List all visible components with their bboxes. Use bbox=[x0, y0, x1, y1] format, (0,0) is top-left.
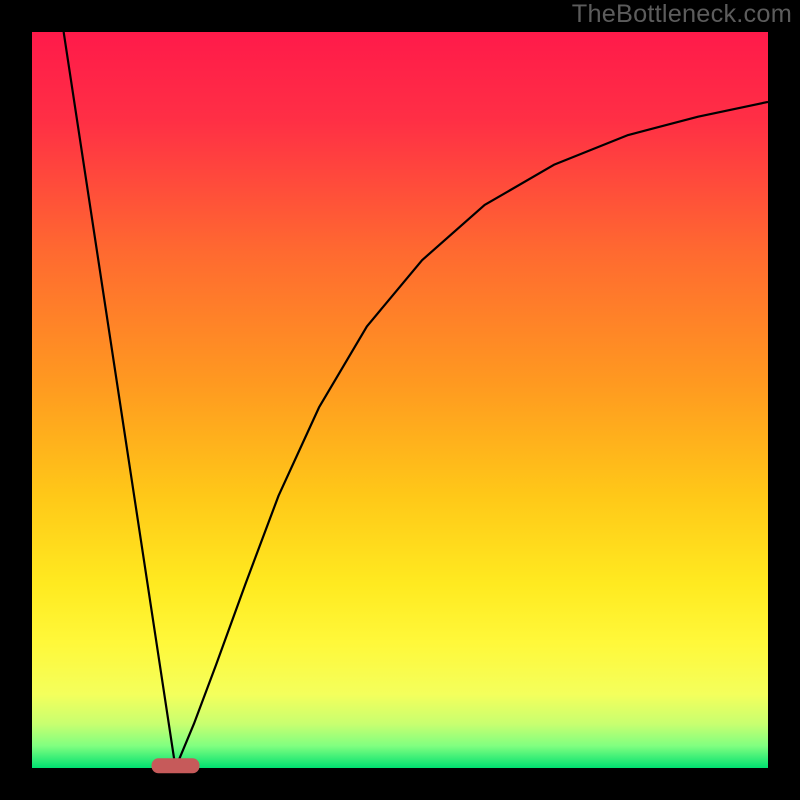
chart-canvas: TheBottleneck.com bbox=[0, 0, 800, 800]
plot-background-gradient bbox=[32, 32, 768, 768]
watermark-text: TheBottleneck.com bbox=[572, 0, 792, 29]
bottleneck-chart bbox=[0, 0, 800, 800]
optimum-marker bbox=[152, 758, 200, 773]
